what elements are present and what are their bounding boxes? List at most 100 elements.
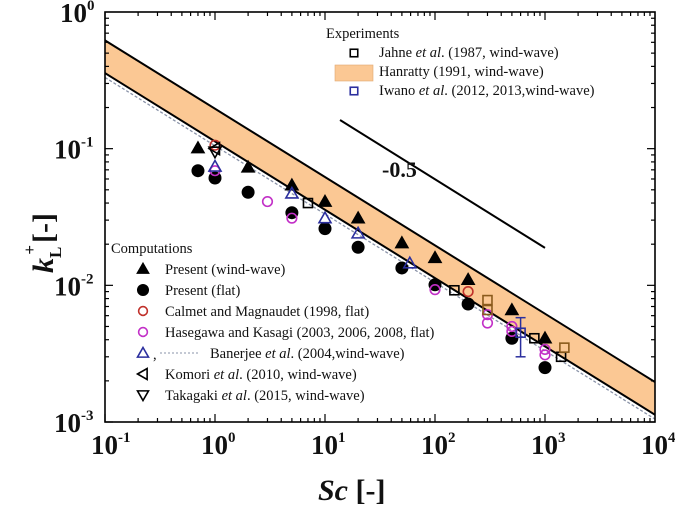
data-point (284, 185, 300, 199)
series-7 (302, 197, 567, 363)
legend-label-part: Calmet and Magnaudet (1998, flat) (165, 304, 369, 320)
legend-marker (136, 345, 150, 358)
legend-marker (349, 48, 359, 58)
legend-label-part: Takagaki (165, 388, 222, 404)
data-point (538, 361, 552, 375)
legend-label-part: Jahne (379, 45, 416, 61)
legend-computations-title: Computations (111, 241, 193, 257)
data-point (427, 250, 443, 264)
x-axis-unit: [-] (348, 474, 385, 507)
legend-label-part: Komori (165, 367, 214, 383)
data-point (537, 330, 553, 344)
data-point (559, 342, 570, 353)
data-point (504, 302, 520, 316)
series-6 (207, 146, 223, 160)
y-axis-title: kL + [-] (20, 213, 65, 273)
x-tick-label: 104 (641, 430, 675, 460)
legend-item: Komori et al. (2010, wind-wave) (135, 367, 357, 383)
legend-label-part: et al (222, 388, 247, 404)
data-point (539, 343, 551, 355)
y-axis-sup: + (20, 245, 39, 255)
data-point (482, 304, 493, 316)
data-point (350, 210, 366, 224)
x-tick-label: 100 (201, 430, 236, 460)
hanratty-band (105, 40, 655, 415)
x-tick-label: 103 (531, 430, 566, 460)
data-point (261, 195, 274, 208)
y-tick-label: 10-3 (54, 408, 94, 438)
lines-layer (105, 76, 655, 420)
legend-label-part: . (2015, wind-wave) (247, 388, 365, 404)
legend-label-part: Hanratty (1991, wind-wave) (379, 64, 544, 80)
svg-text:kL+[-]: kL + [-] (20, 213, 65, 273)
legend-label-part: et al (265, 346, 290, 362)
y-tick-exp: -3 (81, 408, 94, 424)
data-point (460, 272, 476, 285)
legend-item: Hanratty (1991, wind-wave) (334, 64, 544, 82)
data-point (539, 349, 551, 361)
data-point (394, 235, 410, 249)
legend-label-part: . (2012, 2013,wind-wave) (444, 83, 594, 99)
data-point (190, 140, 206, 154)
x-tick-base: 10 (311, 430, 338, 460)
series-8 (482, 294, 570, 353)
legend-item: Calmet and Magnaudet (1998, flat) (137, 304, 369, 320)
legend-item: Takagaki et al. (2015, wind-wave) (136, 388, 365, 404)
data-point (461, 297, 475, 311)
y-tick-label: 10-2 (54, 271, 94, 301)
legend: Experiments Jahne et al. (1987, wind-wave… (111, 26, 595, 404)
data-point (429, 284, 441, 296)
legend-band-swatch (334, 64, 374, 82)
data-point (317, 193, 333, 207)
y-tick-exp: -2 (81, 271, 94, 287)
legend-label-part: Banerjee (210, 346, 265, 362)
x-tick-base: 10 (421, 430, 448, 460)
legend-label: Hasegawa and Kasagi (2003, 2006, 2008, f… (165, 325, 435, 341)
x-axis-title: Sc [-] (318, 474, 385, 507)
legend-label-part: . (2010, wind-wave) (239, 367, 357, 383)
data-point (317, 210, 333, 224)
legend-item: Iwano et al. (2012, 2013,wind-wave) (349, 83, 595, 99)
legend-experiments: Experiments Jahne et al. (1987, wind-wave… (326, 26, 595, 99)
legend-label-part: . (2004,wind-wave) (291, 346, 405, 362)
legend-comma: , (153, 347, 157, 363)
x-tick-label: 101 (311, 430, 346, 460)
legend-item: , Banerjee et al. (2004,wind-wave) (136, 345, 405, 363)
data-point (449, 284, 460, 296)
legend-label-part: Hasegawa and Kasagi (2003, 2006, 2008, f… (165, 325, 435, 341)
axis-ticks (104, 12, 655, 423)
legend-label-part: et al (214, 367, 239, 383)
y-tick-base: 10 (54, 135, 81, 165)
legend-marker (136, 390, 150, 403)
legend-computations: Computations Present (wind-wave) Present (… (111, 241, 435, 404)
x-tick-exp: -1 (118, 430, 131, 446)
y-tick-base: 10 (54, 408, 81, 438)
x-tick-exp: 0 (228, 430, 236, 446)
legend-marker (137, 305, 149, 317)
slope-reference-line (339, 119, 546, 249)
legend-label: Present (flat) (165, 283, 240, 299)
band-upper-line (105, 39, 655, 383)
y-tick-base: 10 (60, 0, 87, 28)
data-point (506, 320, 518, 333)
y-tick-label: 100 (60, 0, 95, 28)
points-layer (190, 139, 570, 375)
band-layer (105, 39, 655, 416)
legend-item: Hasegawa and Kasagi (2003, 2006, 2008, f… (137, 325, 435, 341)
legend-label: Jahne et al. (1987, wind-wave) (379, 45, 559, 61)
legend-item: Jahne et al. (1987, wind-wave) (349, 45, 559, 61)
axes-frame (104, 11, 656, 423)
x-tick-base: 10 (201, 430, 228, 460)
x-tick-base: 10 (531, 430, 558, 460)
x-axis-var: Sc (318, 474, 348, 507)
series-4 (207, 158, 418, 269)
data-point (302, 197, 314, 209)
legend-item: Present (flat) (136, 283, 240, 299)
legend-experiments-title: Experiments (326, 26, 400, 42)
legend-marker (136, 261, 150, 274)
legend-label-part: Present (wind-wave) (165, 262, 286, 278)
data-point (462, 285, 474, 298)
x-tick-exp: 2 (448, 430, 456, 446)
data-point (402, 255, 418, 269)
legend-label: Banerjee et al. (2004,wind-wave) (210, 346, 405, 362)
